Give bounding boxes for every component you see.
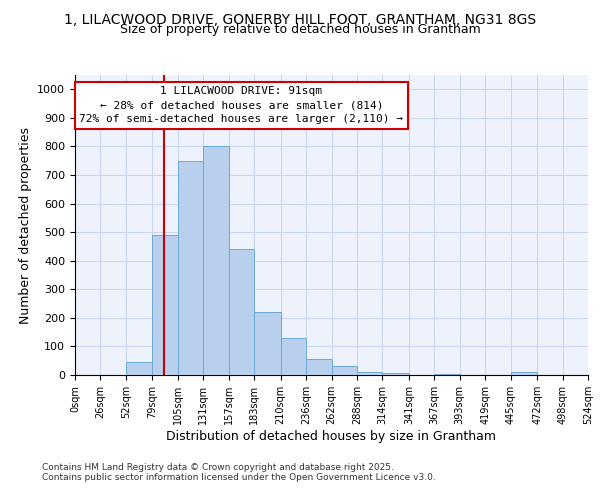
Bar: [511, 372, 537, 375]
Bar: [254, 312, 281, 375]
Bar: [281, 338, 306, 375]
Text: 1 LILACWOOD DRIVE: 91sqm
← 28% of detached houses are smaller (814)
72% of semi-: 1 LILACWOOD DRIVE: 91sqm ← 28% of detach…: [79, 86, 403, 124]
X-axis label: Distribution of detached houses by size in Grantham: Distribution of detached houses by size …: [167, 430, 497, 442]
Text: 1, LILACWOOD DRIVE, GONERBY HILL FOOT, GRANTHAM, NG31 8GS: 1, LILACWOOD DRIVE, GONERBY HILL FOOT, G…: [64, 12, 536, 26]
Text: Contains HM Land Registry data © Crown copyright and database right 2025.
Contai: Contains HM Land Registry data © Crown c…: [42, 462, 436, 482]
Bar: [178, 160, 203, 375]
Bar: [203, 146, 229, 375]
Bar: [126, 362, 152, 375]
Bar: [152, 235, 178, 375]
Bar: [434, 374, 460, 375]
Bar: [229, 250, 254, 375]
Bar: [382, 373, 409, 375]
Text: Size of property relative to detached houses in Grantham: Size of property relative to detached ho…: [119, 24, 481, 36]
Bar: [331, 366, 357, 375]
Bar: [357, 372, 382, 375]
Bar: [306, 360, 331, 375]
Y-axis label: Number of detached properties: Number of detached properties: [19, 126, 32, 324]
